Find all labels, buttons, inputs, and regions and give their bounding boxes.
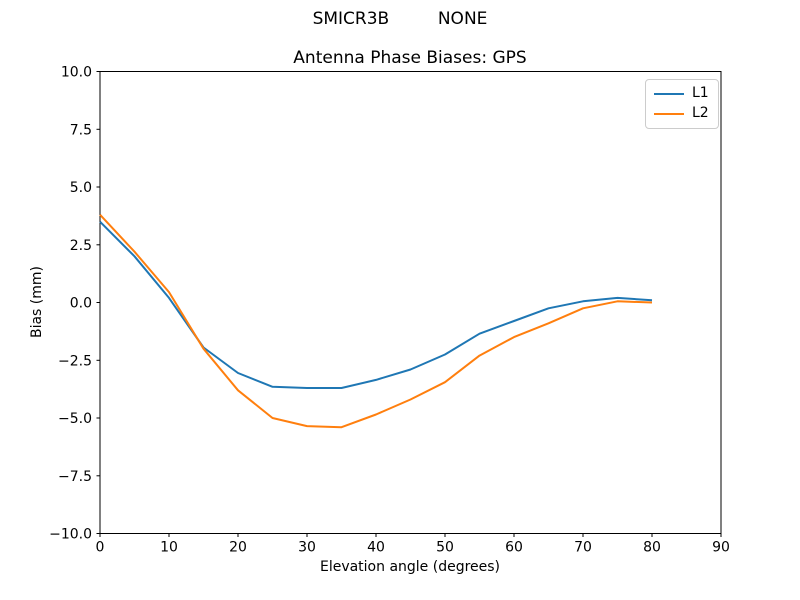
x-axis-label: Elevation angle (degrees) xyxy=(319,559,501,575)
y-axis-label: Bias (mm) xyxy=(29,265,45,339)
y-tick-label: 10.0 xyxy=(61,65,92,81)
legend-item-l1: L1 xyxy=(654,85,709,101)
legend-label-l2: L2 xyxy=(692,105,709,122)
x-tick-label: 80 xyxy=(643,540,661,556)
x-tick-label: 60 xyxy=(505,540,523,556)
legend: L1 L2 xyxy=(645,79,719,129)
y-tick-label: 5.0 xyxy=(70,180,92,196)
x-tick-label: 70 xyxy=(574,540,592,556)
x-tick-label: 30 xyxy=(298,540,316,556)
series-line-l1 xyxy=(99,220,653,389)
x-tick-label: 20 xyxy=(229,540,247,556)
figure-suptitle: SMICR3B NONE xyxy=(312,9,488,29)
x-tick-label: 50 xyxy=(436,540,454,556)
x-tick-label: 90 xyxy=(712,540,730,556)
legend-line-swatch-l2 xyxy=(654,113,684,116)
y-tick-label: −10.0 xyxy=(49,527,92,543)
y-tick-label: −5.0 xyxy=(58,411,92,427)
x-tick-label: 40 xyxy=(367,540,385,556)
legend-line-swatch-l1 xyxy=(654,92,684,95)
x-tick-label: 10 xyxy=(160,540,178,556)
y-tick-label: 2.5 xyxy=(70,238,92,254)
y-tick-label: −2.5 xyxy=(58,353,92,369)
axes-title: Antenna Phase Biases: GPS xyxy=(293,48,527,68)
y-tick-label: 7.5 xyxy=(70,122,92,138)
x-tick-label: 0 xyxy=(96,540,105,556)
series-line-l2 xyxy=(99,214,653,429)
y-tick-label: −7.5 xyxy=(58,469,92,485)
legend-item-l2: L2 xyxy=(654,105,709,122)
legend-label-l1: L1 xyxy=(692,85,709,101)
y-tick-label: 0.0 xyxy=(70,296,92,312)
